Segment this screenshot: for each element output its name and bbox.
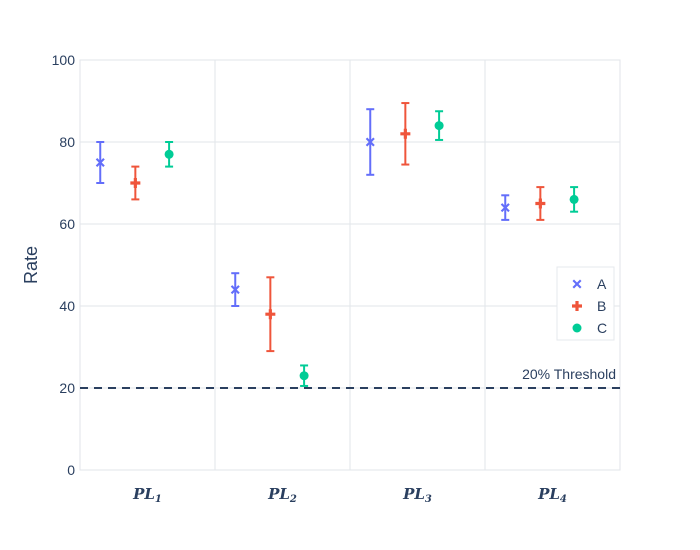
legend-item-A[interactable]: A xyxy=(572,276,608,292)
data-point xyxy=(164,149,174,159)
x-tick-label: PL1 xyxy=(132,485,162,505)
x-tick-label: PL4 xyxy=(537,485,567,505)
data-point xyxy=(434,121,444,131)
data-point xyxy=(230,285,240,295)
threshold-label: 20% Threshold xyxy=(522,366,616,382)
legend-item-C[interactable]: C xyxy=(572,320,608,336)
data-point xyxy=(400,128,411,139)
data-point xyxy=(95,158,105,167)
y-tick-label: 0 xyxy=(67,462,75,478)
y-tick-label: 60 xyxy=(59,216,75,232)
legend-label: C xyxy=(597,320,607,336)
legend[interactable]: ABC xyxy=(556,266,615,341)
legend-label: B xyxy=(597,298,606,314)
y-tick-label: 100 xyxy=(52,52,76,68)
legend-symbol xyxy=(572,323,582,333)
axis-layer: 0 20 40 60 80 100 PL1 PL2 PL3 PL4 xyxy=(52,52,567,505)
series-B xyxy=(130,102,546,353)
data-point xyxy=(265,309,276,320)
threshold-layer: 20% Threshold xyxy=(80,366,620,389)
legend-symbol xyxy=(572,301,582,311)
data-point xyxy=(535,198,546,209)
legend-box xyxy=(556,266,615,341)
series-C xyxy=(164,110,579,387)
legend-item-B[interactable]: B xyxy=(572,298,606,314)
data-point xyxy=(130,178,141,188)
data-point xyxy=(365,137,375,147)
y-tick-label: 80 xyxy=(59,134,75,150)
data-point xyxy=(299,371,309,381)
y-tick-label: 20 xyxy=(59,380,75,396)
marks-layer xyxy=(95,102,579,387)
y-tick-label: 40 xyxy=(59,298,75,314)
legend-label: A xyxy=(597,276,607,292)
legend-symbol xyxy=(572,279,582,289)
grid-layer xyxy=(79,59,621,471)
x-tick-label: PL2 xyxy=(267,485,297,505)
x-tick-label: PL3 xyxy=(402,485,432,505)
data-point xyxy=(569,194,579,204)
data-point xyxy=(500,203,510,213)
series-A xyxy=(95,108,510,307)
y-axis-title: Rate xyxy=(21,246,41,284)
